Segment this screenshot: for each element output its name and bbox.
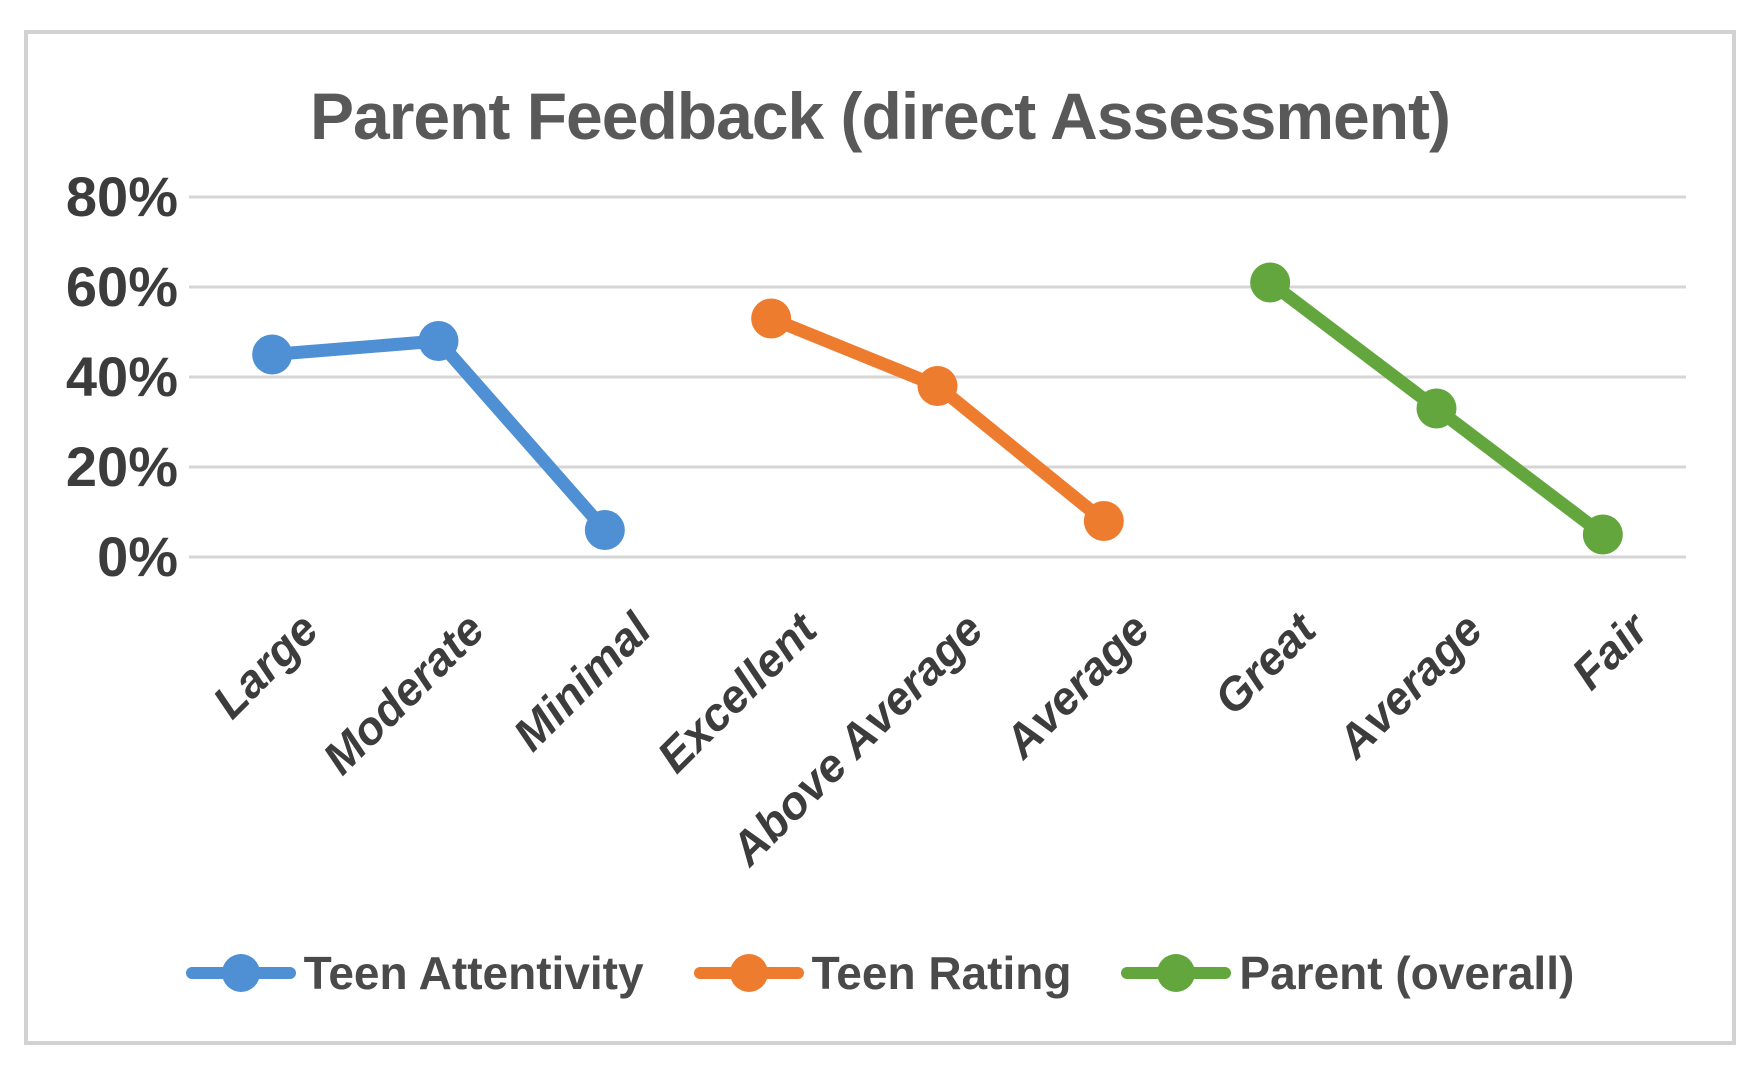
series-line-1 (764, 312, 1111, 528)
chart-title: Parent Feedback (direct Assessment) (309, 79, 1451, 153)
legend-dot (729, 954, 768, 992)
legend-label: Parent (overall) (1239, 947, 1575, 999)
legend-line-dot-marker (693, 951, 804, 995)
data-point-teen-rating-above-average (917, 366, 958, 406)
legend: Teen Attentivity Teen Rating Parent (overa… (28, 946, 1732, 1000)
y-tick-20%: 20% (65, 435, 178, 498)
chart-frame: Parent Feedback (direct Assessment) 80% 6… (24, 30, 1736, 1045)
data-point-parent-overall--fair (1582, 514, 1623, 555)
series-line-0 (265, 334, 612, 537)
data-point-parent-overall--average (1416, 388, 1457, 429)
data-point-teen-rating-average (1083, 501, 1124, 541)
data-point-teen-attentivity-minimal (584, 510, 625, 550)
legend-label: Teen Attentivity (303, 947, 644, 999)
legend-dot (1157, 954, 1196, 992)
data-point-parent-overall--great (1250, 262, 1291, 303)
y-tick-60%: 60% (65, 255, 178, 318)
legend-item-teen-rating: Teen Rating (693, 946, 1072, 1000)
y-tick-80%: 80% (65, 165, 178, 228)
legend-item-teen-attentivity: Teen Attentivity (185, 946, 644, 1000)
y-tick-40%: 40% (65, 345, 178, 408)
y-tick-0%: 0% (97, 525, 178, 588)
data-point-teen-rating-excellent (751, 298, 792, 339)
legend-label: Teen Rating (811, 947, 1072, 999)
data-point-teen-attentivity-large (252, 334, 293, 375)
plot-area (189, 195, 1686, 559)
legend-line-dot-marker (1121, 951, 1232, 995)
legend-line-dot-marker (185, 951, 296, 995)
data-point-teen-attentivity-moderate (418, 321, 459, 361)
legend-dot (221, 954, 260, 992)
legend-item-parent-overall-: Parent (overall) (1121, 946, 1574, 1000)
